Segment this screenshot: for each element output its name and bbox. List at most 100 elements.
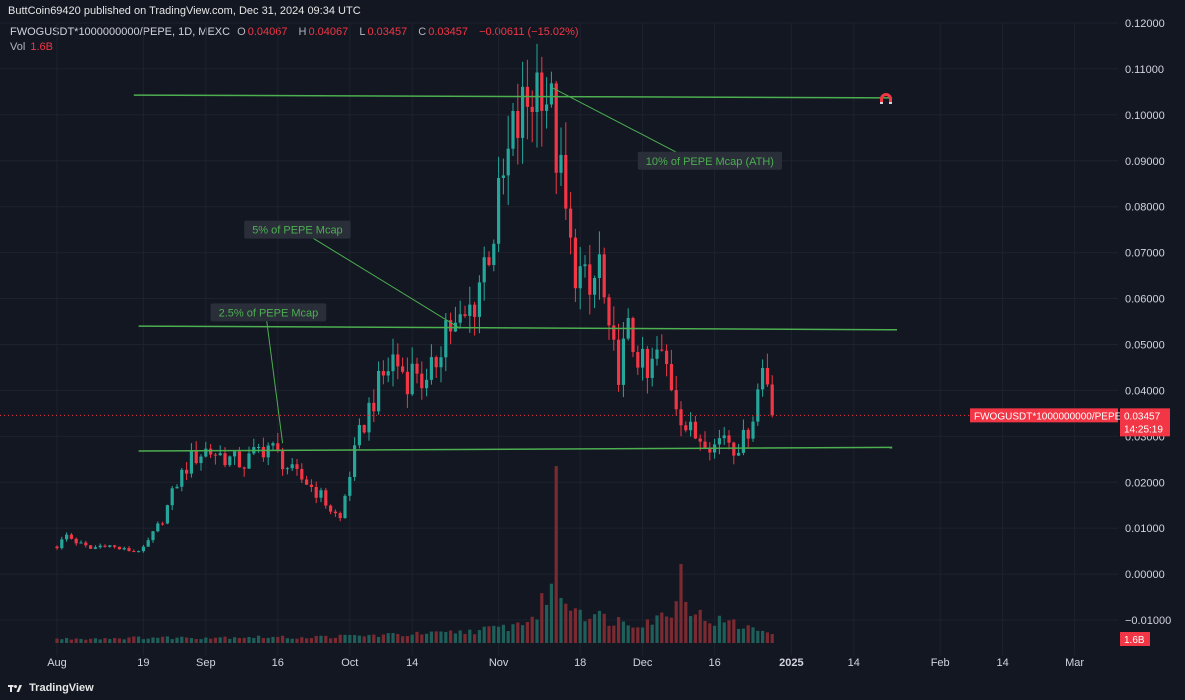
volume-bar xyxy=(689,616,693,643)
volume-bar xyxy=(137,636,141,643)
candle-body xyxy=(386,371,390,376)
candle-body xyxy=(765,367,769,385)
time-tick-label: Aug xyxy=(47,657,67,669)
volume-bar xyxy=(98,639,102,643)
volume-bar xyxy=(621,621,625,643)
price-chart[interactable]: 10% of PEPE Mcap (ATH) 5% of PEPE Mcap 2.5… xyxy=(0,0,1185,676)
level-lines[interactable] xyxy=(133,94,898,452)
volume-bar xyxy=(60,639,64,643)
volume-bar xyxy=(199,639,203,643)
volume-bar xyxy=(434,631,438,643)
time-tick-label: Mar xyxy=(1065,657,1084,669)
candle-body xyxy=(314,486,318,498)
candle-body xyxy=(722,435,726,439)
volume-bar xyxy=(717,615,721,643)
magnet-icon[interactable] xyxy=(880,93,892,104)
volume-bar xyxy=(564,603,568,643)
candle-body xyxy=(266,445,270,458)
volume-bar xyxy=(103,638,107,643)
price-tick-label: 0.05000 xyxy=(1125,339,1165,351)
candle-body xyxy=(612,325,616,340)
candle-body xyxy=(415,363,419,374)
price-tick-label: 0.06000 xyxy=(1125,294,1165,306)
time-axis[interactable]: Aug 19 Sep 16 Oct 14 Nov 18 Dec 16 2025 14 Feb 14 Mar xyxy=(47,657,1084,669)
legend-vol-value: 1.6B xyxy=(30,41,53,53)
volume-bar xyxy=(650,624,654,643)
volume-bar xyxy=(415,631,419,643)
candle-body xyxy=(741,429,745,453)
annotations[interactable]: 10% of PEPE Mcap (ATH) 5% of PEPE Mcap 2.5… xyxy=(210,86,782,444)
volume-bar xyxy=(377,636,381,643)
volume-bar xyxy=(372,634,376,643)
candle-body xyxy=(213,454,217,456)
volume-bar xyxy=(492,625,496,643)
volume-bar xyxy=(746,625,750,643)
candle-body xyxy=(103,545,107,547)
price-tick-label: 0.02000 xyxy=(1125,477,1165,489)
candle-body xyxy=(333,511,337,514)
candle-body xyxy=(449,320,453,332)
candle-body xyxy=(180,469,184,487)
candle-body xyxy=(540,72,544,111)
candle-body xyxy=(761,367,765,390)
volume-bar xyxy=(165,636,169,643)
volume-bar xyxy=(401,636,405,643)
volume-bar xyxy=(713,625,717,643)
candle-body xyxy=(271,443,275,446)
annotation-text: 5% of PEPE Mcap xyxy=(252,225,343,237)
candle-body xyxy=(305,479,309,485)
candle-body xyxy=(242,467,246,469)
candle-body xyxy=(161,523,165,525)
candle-body xyxy=(463,314,467,316)
candle-body xyxy=(434,357,438,368)
volume-bars xyxy=(55,466,774,643)
time-tick-label: Sep xyxy=(196,657,216,669)
volume-bar xyxy=(343,634,347,643)
candle-body xyxy=(209,448,213,455)
legend-o-label: O xyxy=(237,26,246,38)
price-tick-label: 0.07000 xyxy=(1125,248,1165,260)
candle-body xyxy=(353,445,357,478)
candle-body xyxy=(93,547,97,549)
volume-bar xyxy=(391,633,395,643)
candle-body xyxy=(679,409,683,426)
volume-bar xyxy=(420,634,424,643)
legend-volume-row: Vol 1.6B xyxy=(10,40,583,55)
volume-bar xyxy=(569,610,573,643)
price-axis[interactable]: 0.12000 0.11000 0.10000 0.09000 0.08000 0.070… xyxy=(1125,18,1171,627)
candle-body xyxy=(698,438,702,442)
volume-bar xyxy=(74,638,78,643)
candle-body xyxy=(79,542,83,544)
time-tick-label: 14 xyxy=(406,657,418,669)
candle-body xyxy=(199,456,203,464)
volume-bar xyxy=(593,614,597,643)
volume-bar xyxy=(727,620,731,643)
volume-bar xyxy=(660,612,664,643)
candle-body xyxy=(237,451,241,468)
legend-symbol[interactable]: FWOGUSDT*1000000000/PEPE, 1D, MEXC xyxy=(10,26,231,38)
volume-bar xyxy=(324,635,328,643)
grid xyxy=(0,22,1118,655)
volume-bar xyxy=(631,627,635,643)
candle-body xyxy=(69,534,73,539)
candle-body xyxy=(511,110,515,149)
volume-bar xyxy=(185,637,189,643)
volume-bar xyxy=(559,597,563,643)
volume-bar xyxy=(151,637,155,643)
candle-body xyxy=(521,86,525,138)
candle-body xyxy=(343,495,347,519)
legend-change: −0.00611 (−15.02%) xyxy=(479,26,579,38)
time-tick-label: Oct xyxy=(341,657,358,669)
candle-body xyxy=(367,402,371,433)
volume-bar xyxy=(540,593,544,643)
candle-body xyxy=(420,373,424,389)
candle-body xyxy=(309,484,313,487)
price-tick-label: 0.09000 xyxy=(1125,156,1165,168)
volume-bar xyxy=(266,637,270,643)
annotation-box xyxy=(244,220,351,239)
candle-body xyxy=(189,450,193,474)
volume-bar xyxy=(410,634,414,643)
volume-bar xyxy=(180,636,184,643)
volume-bar xyxy=(329,638,333,643)
candle-body xyxy=(439,357,443,368)
